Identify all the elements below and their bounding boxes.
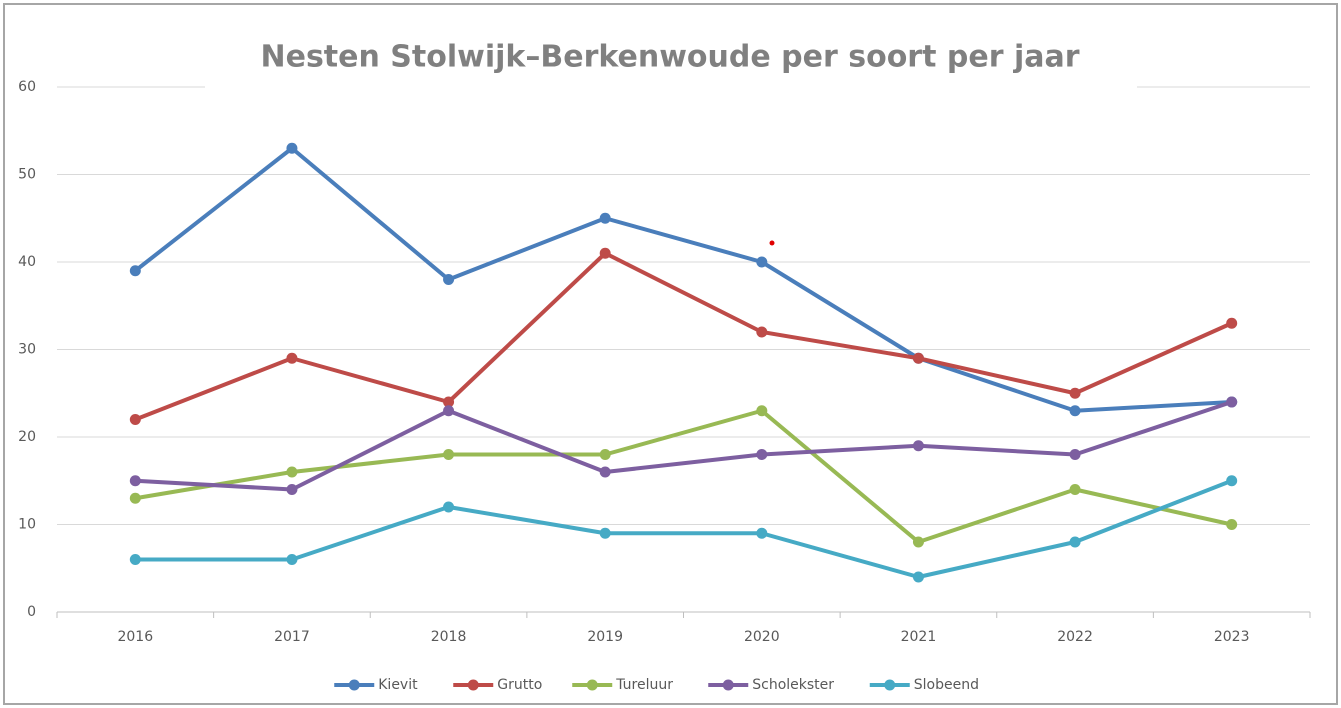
title-background: [205, 30, 1137, 92]
data-point: [756, 527, 768, 539]
data-point: [129, 492, 141, 504]
data-point: [129, 265, 141, 277]
data-point: [443, 274, 455, 285]
series-line: [135, 400, 1233, 492]
legend-marker: [348, 679, 360, 691]
chart-frame: [3, 3, 1338, 705]
data-point: [756, 326, 768, 338]
y-tick-label: 60: [18, 79, 36, 95]
data-point: [756, 405, 768, 417]
data-point: [1069, 449, 1081, 460]
data-point: [599, 527, 611, 539]
data-point: [599, 449, 611, 460]
series-line: [134, 146, 1232, 413]
y-tick-label: 10: [18, 517, 36, 533]
x-tick-label: 2018: [431, 629, 467, 645]
data-point: [286, 484, 298, 495]
data-point: [599, 247, 611, 259]
data-point: [756, 256, 768, 268]
legend-marker: [467, 679, 479, 691]
legend-label: Kievit: [378, 677, 418, 693]
data-point: [756, 449, 768, 460]
x-tick-label: 2023: [1214, 629, 1250, 645]
data-point: [286, 554, 298, 565]
data-point: [912, 571, 924, 583]
x-tick-label: 2019: [587, 629, 623, 645]
x-tick-label: 2020: [744, 629, 780, 645]
data-point: [912, 536, 924, 548]
data-point: [912, 352, 924, 364]
x-tick-label: 2021: [901, 629, 937, 645]
data-point: [443, 501, 455, 513]
data-point: [1069, 405, 1081, 417]
legend-label: Slobeend: [914, 677, 979, 693]
data-point: [286, 352, 298, 364]
data-point: [599, 466, 611, 478]
data-point: [1226, 317, 1238, 329]
y-tick-label: 50: [18, 167, 36, 183]
legend-marker: [884, 679, 896, 691]
data-point: [1069, 484, 1081, 495]
data-point: [443, 396, 455, 408]
series-line: [134, 251, 1233, 422]
data-point: [1226, 519, 1238, 530]
x-tick-label: 2022: [1057, 629, 1093, 645]
data-point: [1069, 387, 1081, 399]
x-tick-label: 2017: [274, 629, 310, 645]
data-point: [599, 212, 611, 224]
x-tick-label: 2016: [117, 629, 153, 645]
legend-marker: [586, 679, 598, 691]
data-point: [443, 449, 455, 460]
data-point: [1226, 396, 1238, 408]
data-point: [129, 414, 141, 425]
chart-title: Nesten Stolwijk–Berkenwoude per soort pe…: [260, 40, 1079, 75]
data-point: [286, 466, 298, 478]
legend-marker: [722, 679, 734, 691]
data-point: [443, 405, 455, 417]
y-tick-label: 30: [18, 342, 36, 358]
data-point: [286, 142, 298, 154]
y-tick-label: 0: [27, 604, 36, 620]
data-point: [912, 440, 924, 452]
data-point: [129, 554, 141, 565]
y-tick-label: 20: [18, 429, 36, 445]
series-line: [135, 478, 1233, 579]
series-line: [134, 408, 1233, 544]
stray-dot: [769, 240, 775, 246]
legend-label: Scholekster: [752, 677, 834, 693]
data-point: [129, 475, 141, 487]
data-point: [1226, 475, 1238, 487]
legend-label: Grutto: [497, 677, 542, 693]
data-point: [1069, 536, 1081, 548]
legend-label: Tureluur: [615, 677, 673, 693]
y-tick-label: 40: [18, 254, 36, 270]
